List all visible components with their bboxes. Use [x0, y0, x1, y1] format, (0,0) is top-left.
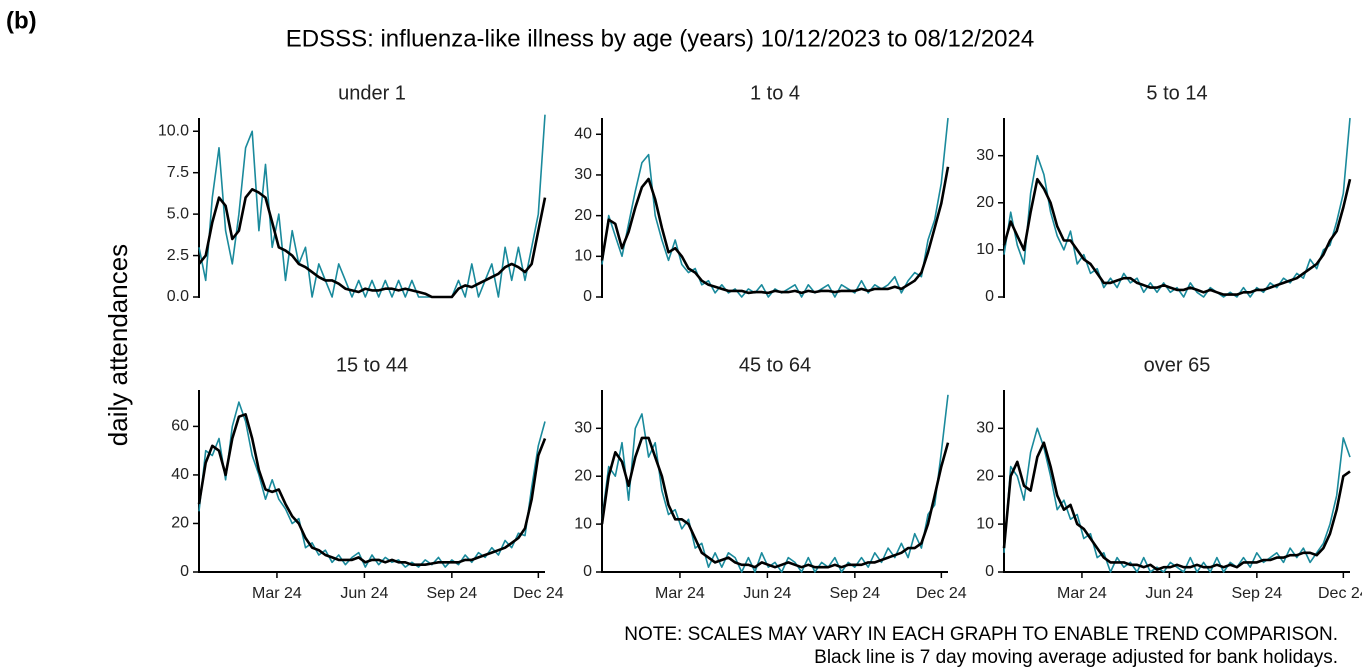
y-tick-label: 20: [976, 194, 994, 211]
series-line: [600, 166, 950, 295]
series-line: [601, 117, 949, 298]
x-tick-label: Sep 24: [1231, 585, 1282, 602]
series-line: [1002, 177, 1352, 296]
panel-title: 45 to 64: [739, 354, 811, 376]
series-line: [198, 401, 546, 568]
y-tick-label: 0: [583, 288, 592, 305]
y-tick-label: 7.5: [167, 164, 189, 181]
x-tick-label: Jun 24: [743, 585, 791, 602]
series-line: [600, 436, 950, 569]
y-tick-label: 0: [985, 563, 994, 580]
series-line: [198, 114, 546, 298]
x-tick-label: Mar 24: [252, 585, 302, 602]
panel-title: under 1: [338, 82, 406, 104]
chart-title: EDSSS: influenza-like illness by age (ye…: [286, 25, 1034, 52]
y-tick-label: 10: [574, 248, 592, 265]
note: NOTE: SCALES MAY VARY IN EACH GRAPH TO E…: [624, 624, 1338, 645]
y-tick-label: 0.0: [167, 288, 189, 305]
y-tick-label: 20: [171, 515, 189, 532]
y-tick-label: 20: [574, 467, 592, 484]
panel-title: over 65: [1144, 354, 1211, 376]
y-tick-label: 30: [574, 166, 592, 183]
y-tick-label: 20: [574, 207, 592, 224]
series-line: [601, 394, 949, 573]
y-tick-label: 60: [171, 418, 189, 435]
note: Black line is 7 day moving average adjus…: [814, 647, 1338, 668]
y-tick-label: 0: [180, 563, 189, 580]
y-tick-label: 30: [976, 420, 994, 437]
series-line: [1003, 117, 1351, 298]
panel-label: (b): [6, 7, 37, 34]
series-line: [197, 188, 547, 299]
series-line: [1002, 441, 1351, 571]
y-tick-label: 10: [574, 515, 592, 532]
y-tick-label: 10: [976, 241, 994, 258]
x-tick-label: Mar 24: [655, 585, 705, 602]
panel-title: 15 to 44: [336, 354, 408, 376]
y-tick-label: 0: [583, 563, 592, 580]
y-tick-label: 10: [976, 515, 994, 532]
x-tick-label: Sep 24: [426, 585, 477, 602]
x-tick-label: Dec 24: [916, 585, 967, 602]
y-tick-label: 10.0: [158, 122, 189, 139]
y-tick-label: 30: [574, 420, 592, 437]
x-tick-label: Jun 24: [340, 585, 388, 602]
x-tick-label: Mar 24: [1057, 585, 1107, 602]
series-line: [1003, 427, 1351, 573]
y-tick-label: 0: [985, 288, 994, 305]
x-tick-label: Jun 24: [1145, 585, 1193, 602]
y-tick-label: 40: [171, 466, 189, 483]
y-tick-label: 2.5: [167, 247, 189, 264]
y-axis-label: daily attendances: [103, 244, 133, 446]
x-tick-label: Sep 24: [829, 585, 880, 602]
y-tick-label: 30: [976, 147, 994, 164]
series-line: [197, 413, 547, 566]
x-tick-label: Dec 24: [513, 585, 564, 602]
y-tick-label: 20: [976, 467, 994, 484]
x-tick-label: Dec 24: [1318, 585, 1362, 602]
panel-title: 1 to 4: [750, 82, 800, 104]
y-tick-label: 5.0: [167, 205, 189, 222]
y-tick-label: 40: [574, 125, 592, 142]
panel-title: 5 to 14: [1146, 82, 1207, 104]
